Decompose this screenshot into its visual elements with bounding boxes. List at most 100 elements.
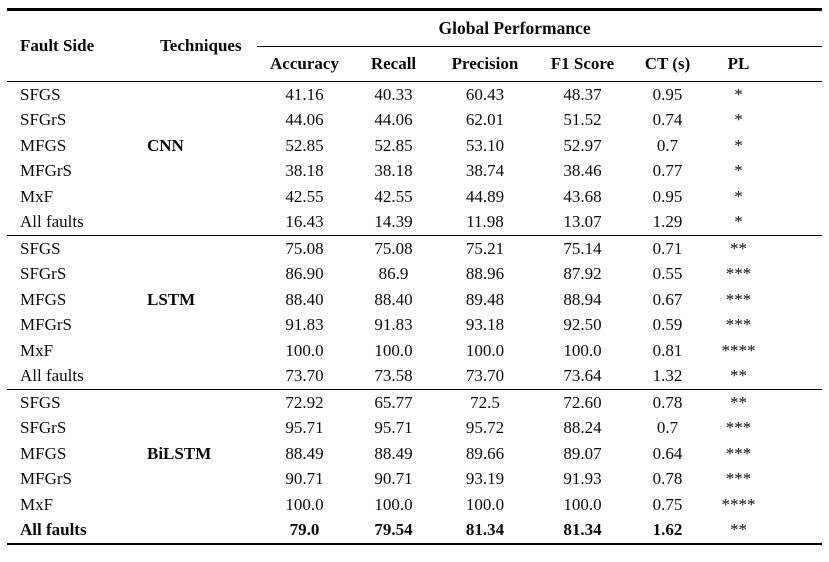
table-row: All faults 73.70 73.58 73.70 73.64 1.32 ** <box>7 364 822 390</box>
paper-table-container: Fault Side Techniques Global Performance… <box>7 8 823 545</box>
precision-cell: 100.0 <box>465 340 505 360</box>
accuracy-cell: 52.85 <box>285 135 324 155</box>
ct-cell: 0.64 <box>652 443 683 463</box>
pl-cell: *** <box>725 264 752 284</box>
ct-cell: 0.95 <box>652 186 683 206</box>
pl-cell: * <box>734 161 743 181</box>
table-row: SFGS 41.16 40.33 60.43 48.37 0.95 * <box>7 82 822 108</box>
technique-cell <box>147 518 257 545</box>
pl-cell: * <box>734 110 743 130</box>
pl-cell: ** <box>705 389 823 416</box>
technique-cell <box>147 416 257 442</box>
recall-cell: 90.71 <box>374 469 413 489</box>
ct-cell: 1.29 <box>652 212 683 232</box>
fault-side-cell: SFGrS <box>20 110 67 130</box>
column-header-ct: CT (s) <box>630 46 705 82</box>
recall-cell: 73.58 <box>374 366 413 386</box>
recall-cell: 95.71 <box>374 418 413 438</box>
technique-cell: CNN <box>147 135 184 155</box>
accuracy-cell: 91.83 <box>285 315 324 335</box>
technique-cell <box>147 82 257 108</box>
ct-cell: 0.81 <box>652 340 683 360</box>
technique-cell <box>147 235 257 262</box>
pl-cell: *** <box>725 443 752 463</box>
recall-cell: 75.08 <box>352 235 435 262</box>
precision-cell: 53.10 <box>465 135 505 155</box>
table-row: MFGS LSTM 88.40 88.40 89.48 88.94 0.67 *** <box>7 287 822 313</box>
column-header-f1-score: F1 Score <box>535 46 630 82</box>
accuracy-cell: 42.55 <box>285 186 324 206</box>
accuracy-cell: 88.49 <box>285 443 324 463</box>
f1-score-cell: 91.93 <box>563 469 602 489</box>
fault-side-cell: MFGrS <box>20 161 72 181</box>
precision-cell: 93.19 <box>465 469 505 489</box>
fault-side-cell: SFGrS <box>20 264 67 284</box>
pl-cell: * <box>734 186 743 206</box>
ct-cell: 0.59 <box>652 315 683 335</box>
fault-side-cell: MxF <box>20 186 54 206</box>
technique-block-cnn: SFGS 41.16 40.33 60.43 48.37 0.95 * SFGrS 44.06 4… <box>7 82 822 236</box>
recall-cell: 65.77 <box>352 389 435 416</box>
accuracy-cell: 41.16 <box>285 84 324 104</box>
f1-score-cell: 72.60 <box>535 389 630 416</box>
column-header-precision: Precision <box>435 46 535 82</box>
precision-cell: 60.43 <box>465 84 505 104</box>
fault-side-cell: SFGS <box>7 389 147 416</box>
table-row: MxF 100.0 100.0 100.0 100.0 0.81 **** <box>7 338 822 364</box>
ct-cell: 0.78 <box>652 469 683 489</box>
f1-score-cell: 51.52 <box>563 110 602 130</box>
fault-side-cell: All faults <box>20 212 84 232</box>
table-row: SFGrS 44.06 44.06 62.01 51.52 0.74 * <box>7 108 822 134</box>
technique-cell <box>147 389 257 416</box>
table-row: SFGrS 95.71 95.71 95.72 88.24 0.7 *** <box>7 416 822 442</box>
table-header: Fault Side Techniques Global Performance… <box>7 9 823 82</box>
accuracy-cell: 73.70 <box>285 366 324 386</box>
table-row: MFGrS 90.71 90.71 93.19 91.93 0.78 *** <box>7 467 822 493</box>
pl-cell: * <box>734 84 743 104</box>
table-row: MxF 100.0 100.0 100.0 100.0 0.75 **** <box>7 492 822 518</box>
ct-cell: 0.67 <box>652 289 683 309</box>
f1-score-cell: 100.0 <box>563 494 602 514</box>
recall-cell: 44.06 <box>374 110 413 130</box>
technique-cell: LSTM <box>147 289 196 309</box>
technique-cell <box>147 338 257 364</box>
accuracy-cell: 100.0 <box>285 494 324 514</box>
precision-cell: 62.01 <box>465 110 505 130</box>
ct-cell: 0.55 <box>652 264 683 284</box>
table-row: MFGrS 38.18 38.18 38.74 38.46 0.77 * <box>7 159 822 185</box>
accuracy-cell: 72.92 <box>257 389 352 416</box>
precision-cell: 75.21 <box>435 235 535 262</box>
technique-block-bilstm: SFGS 72.92 65.77 72.5 72.60 0.78 ** SFGrS 95.71 9… <box>7 389 823 545</box>
pl-cell: **** <box>721 494 756 514</box>
technique-cell <box>147 364 257 390</box>
fault-side-cell: MFGS <box>20 135 67 155</box>
ct-cell: 0.74 <box>652 110 683 130</box>
table-row: MxF 42.55 42.55 44.89 43.68 0.95 * <box>7 184 822 210</box>
fault-side-cell: SFGS <box>20 84 61 104</box>
column-header-accuracy: Accuracy <box>257 46 352 82</box>
precision-cell: 81.34 <box>465 520 505 540</box>
precision-cell: 38.74 <box>465 161 505 181</box>
fault-side-cell: MFGrS <box>20 469 72 489</box>
f1-score-cell: 87.92 <box>563 264 602 284</box>
table-row: All faults 16.43 14.39 11.98 13.07 1.29 * <box>7 210 822 236</box>
f1-score-cell: 13.07 <box>563 212 602 232</box>
fault-side-cell: SFGrS <box>20 418 67 438</box>
f1-score-cell: 38.46 <box>563 161 602 181</box>
accuracy-cell: 95.71 <box>285 418 324 438</box>
recall-cell: 52.85 <box>374 135 413 155</box>
column-header-pl: PL <box>705 46 823 82</box>
pl-cell: *** <box>725 315 752 335</box>
fault-side-cell: SFGS <box>7 235 147 262</box>
ct-cell: 0.7 <box>656 418 679 438</box>
f1-score-cell: 92.50 <box>563 315 602 335</box>
technique-cell: BiLSTM <box>147 443 212 463</box>
ct-cell: 0.95 <box>652 84 683 104</box>
precision-cell: 89.66 <box>465 443 505 463</box>
f1-score-cell: 100.0 <box>563 340 602 360</box>
technique-cell <box>147 184 257 210</box>
recall-cell: 14.39 <box>374 212 413 232</box>
column-header-recall: Recall <box>352 46 435 82</box>
precision-cell: 72.5 <box>435 389 535 416</box>
precision-cell: 11.98 <box>466 212 504 232</box>
